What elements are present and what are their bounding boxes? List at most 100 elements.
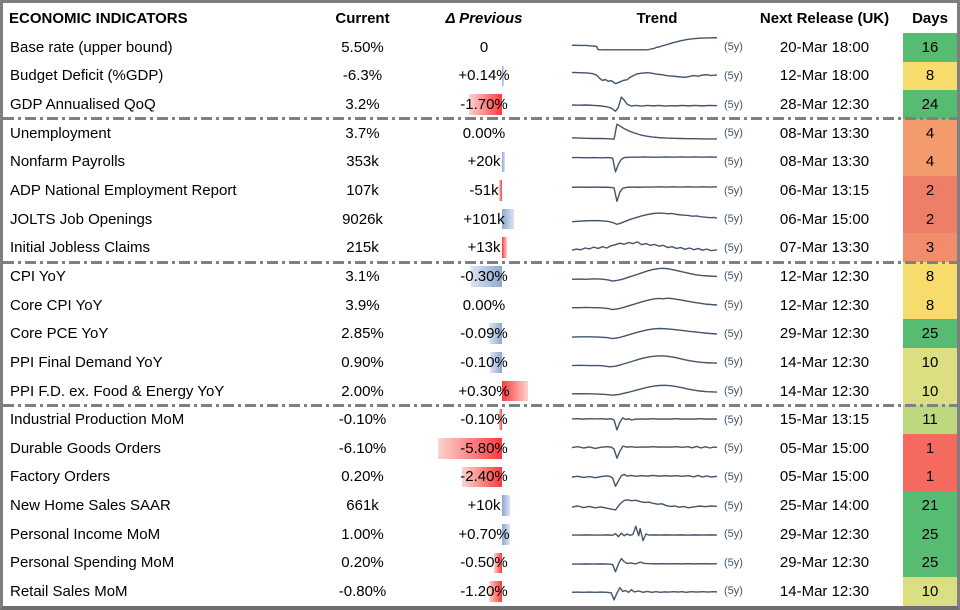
- current-value[interactable]: -6.3%: [342, 67, 383, 85]
- days-badge[interactable]: 8: [903, 262, 957, 291]
- days-badge[interactable]: 8: [903, 61, 957, 91]
- indicator-label[interactable]: New Home Sales SAAR: [10, 497, 171, 515]
- delta-cell[interactable]: -5.80%: [400, 434, 568, 463]
- delta-cell[interactable]: 0.00%: [400, 291, 568, 320]
- trend-cell[interactable]: (5y): [568, 90, 746, 119]
- current-value[interactable]: 3.1%: [345, 267, 380, 285]
- days-badge[interactable]: 10: [903, 577, 957, 606]
- current-value[interactable]: 215k: [346, 239, 379, 257]
- release-value[interactable]: 12-Mar 12:30: [779, 296, 870, 314]
- indicator-label[interactable]: Personal Spending MoM: [10, 554, 175, 572]
- trend-cell[interactable]: (5y): [568, 319, 746, 348]
- current-value[interactable]: 9026k: [342, 210, 383, 228]
- release-value[interactable]: 29-Mar 12:30: [779, 525, 870, 543]
- trend-cell[interactable]: (5y): [568, 205, 746, 234]
- current-value[interactable]: -0.80%: [338, 582, 387, 600]
- days-badge[interactable]: 4: [903, 118, 957, 148]
- trend-cell[interactable]: (5y): [568, 62, 746, 91]
- trend-cell[interactable]: (5y): [568, 148, 746, 177]
- trend-cell[interactable]: (5y): [568, 33, 746, 62]
- indicator-label[interactable]: Durable Goods Orders: [10, 439, 161, 457]
- days-badge[interactable]: 25: [903, 519, 957, 549]
- release-value[interactable]: 12-Mar 12:30: [779, 267, 870, 285]
- current-value[interactable]: 5.50%: [341, 38, 384, 56]
- current-value[interactable]: 2.85%: [341, 325, 384, 343]
- release-value[interactable]: 08-Mar 13:30: [779, 153, 870, 171]
- indicator-label[interactable]: GDP Annualised QoQ: [10, 96, 156, 114]
- delta-cell[interactable]: +0.70%: [400, 520, 568, 549]
- indicator-label[interactable]: JOLTS Job Openings: [10, 210, 153, 228]
- current-value[interactable]: 107k: [346, 182, 379, 200]
- release-value[interactable]: 20-Mar 18:00: [779, 38, 870, 56]
- indicator-label[interactable]: ADP National Employment Report: [10, 182, 237, 200]
- indicator-label[interactable]: Initial Jobless Claims: [10, 239, 151, 257]
- days-badge[interactable]: 4: [903, 147, 957, 177]
- current-value[interactable]: 0.90%: [341, 353, 384, 371]
- delta-cell[interactable]: 0: [400, 33, 568, 62]
- current-value[interactable]: 3.7%: [345, 124, 380, 142]
- indicator-label[interactable]: Unemployment: [10, 124, 111, 142]
- release-value[interactable]: 15-Mar 13:15: [779, 411, 870, 429]
- release-value[interactable]: 06-Mar 15:00: [779, 210, 870, 228]
- release-value[interactable]: 07-Mar 13:30: [779, 239, 870, 257]
- days-badge[interactable]: 10: [903, 376, 957, 406]
- indicator-label[interactable]: CPI YoY: [10, 267, 66, 285]
- trend-cell[interactable]: (5y): [568, 520, 746, 549]
- days-badge[interactable]: 16: [903, 33, 957, 62]
- indicator-label[interactable]: Industrial Production MoM: [10, 411, 185, 429]
- delta-cell[interactable]: +101k: [400, 205, 568, 234]
- indicator-label[interactable]: PPI F.D. ex. Food & Energy YoY: [10, 382, 225, 400]
- delta-cell[interactable]: +0.14%: [400, 62, 568, 91]
- delta-cell[interactable]: 0.00%: [400, 119, 568, 148]
- trend-cell[interactable]: (5y): [568, 549, 746, 578]
- indicator-label[interactable]: PPI Final Demand YoY: [10, 353, 163, 371]
- trend-cell[interactable]: (5y): [568, 463, 746, 492]
- delta-cell[interactable]: -0.50%: [400, 549, 568, 578]
- trend-cell[interactable]: (5y): [568, 377, 746, 406]
- release-value[interactable]: 06-Mar 13:15: [779, 182, 870, 200]
- trend-cell[interactable]: (5y): [568, 434, 746, 463]
- release-value[interactable]: 29-Mar 12:30: [779, 554, 870, 572]
- delta-cell[interactable]: +20k: [400, 148, 568, 177]
- release-value[interactable]: 28-Mar 12:30: [779, 96, 870, 114]
- days-badge[interactable]: 8: [903, 290, 957, 320]
- indicator-label[interactable]: Retail Sales MoM: [10, 582, 128, 600]
- release-value[interactable]: 14-Mar 12:30: [779, 582, 870, 600]
- indicator-label[interactable]: Base rate (upper bound): [10, 38, 173, 56]
- delta-cell[interactable]: -0.10%: [400, 405, 568, 434]
- delta-cell[interactable]: -0.10%: [400, 348, 568, 377]
- trend-cell[interactable]: (5y): [568, 119, 746, 148]
- delta-cell[interactable]: +13k: [400, 233, 568, 262]
- indicator-label[interactable]: Budget Deficit (%GDP): [10, 67, 164, 85]
- release-value[interactable]: 12-Mar 18:00: [779, 67, 870, 85]
- trend-cell[interactable]: (5y): [568, 291, 746, 320]
- release-value[interactable]: 08-Mar 13:30: [779, 124, 870, 142]
- trend-cell[interactable]: (5y): [568, 262, 746, 291]
- indicator-label[interactable]: Core PCE YoY: [10, 325, 109, 343]
- release-value[interactable]: 25-Mar 14:00: [779, 497, 870, 515]
- indicator-label[interactable]: Nonfarm Payrolls: [10, 153, 126, 171]
- days-badge[interactable]: 21: [903, 491, 957, 520]
- current-value[interactable]: 661k: [346, 497, 379, 515]
- days-badge[interactable]: 25: [903, 548, 957, 578]
- delta-cell[interactable]: -0.09%: [400, 319, 568, 348]
- release-value[interactable]: 29-Mar 12:30: [779, 325, 870, 343]
- release-value[interactable]: 14-Mar 12:30: [779, 382, 870, 400]
- days-badge[interactable]: 10: [903, 348, 957, 377]
- days-badge[interactable]: 1: [903, 433, 957, 463]
- current-value[interactable]: 1.00%: [341, 525, 384, 543]
- delta-cell[interactable]: -1.70%: [400, 90, 568, 119]
- indicator-label[interactable]: Personal Income MoM: [10, 525, 161, 543]
- trend-cell[interactable]: (5y): [568, 176, 746, 205]
- trend-cell[interactable]: (5y): [568, 405, 746, 434]
- delta-cell[interactable]: -2.40%: [400, 463, 568, 492]
- release-value[interactable]: 05-Mar 15:00: [779, 439, 870, 457]
- days-badge[interactable]: 11: [903, 405, 957, 434]
- trend-cell[interactable]: (5y): [568, 577, 746, 606]
- delta-cell[interactable]: +10k: [400, 491, 568, 520]
- trend-cell[interactable]: (5y): [568, 348, 746, 377]
- release-value[interactable]: 14-Mar 12:30: [779, 353, 870, 371]
- current-value[interactable]: 3.9%: [345, 296, 380, 314]
- current-value[interactable]: -6.10%: [338, 439, 387, 457]
- delta-cell[interactable]: +0.30%: [400, 377, 568, 406]
